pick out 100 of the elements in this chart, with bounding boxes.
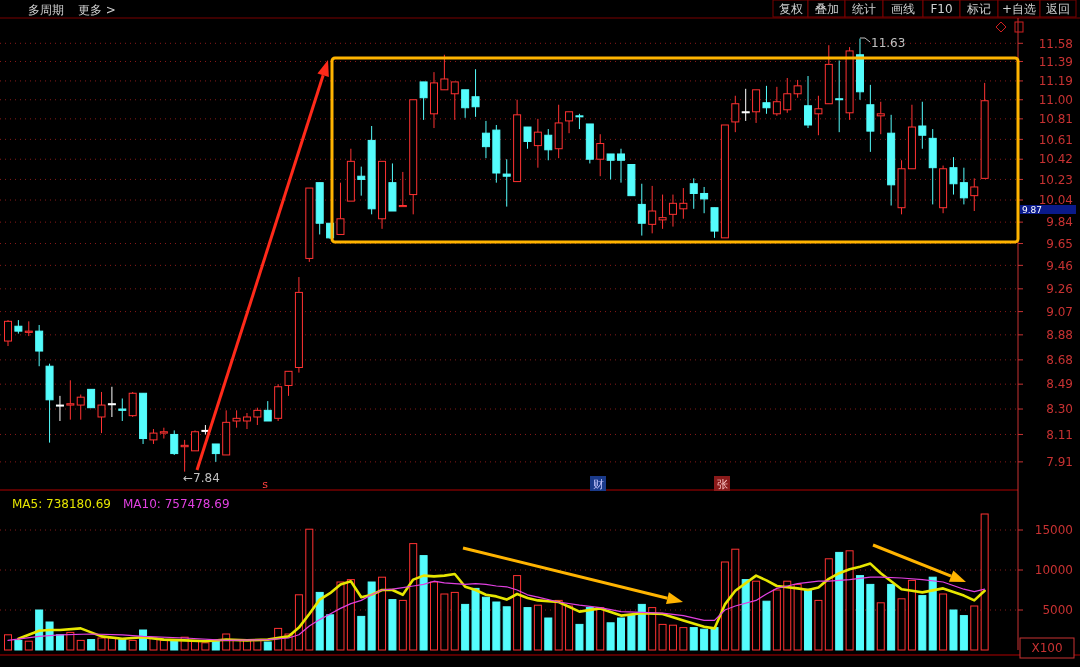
- candlestick: [398, 171, 407, 208]
- line-series: [7, 576, 986, 641]
- candlestick: [170, 429, 179, 456]
- candlestick: [752, 89, 761, 124]
- bar: [118, 639, 127, 651]
- candlestick: [606, 153, 615, 180]
- bar: [326, 614, 335, 651]
- text: MA10: 757478.69: [122, 497, 230, 512]
- y-tick-label: 11.19: [1038, 74, 1073, 89]
- y-tick-label: 9.84: [1046, 215, 1073, 230]
- candlestick: [55, 395, 64, 422]
- y-tick-label: 8.11: [1046, 427, 1073, 442]
- bar: [450, 591, 459, 651]
- bar: [471, 587, 480, 651]
- bar: [731, 548, 740, 651]
- candlestick: [949, 156, 958, 196]
- bar: [128, 639, 137, 651]
- bar: [845, 550, 854, 651]
- bar: [398, 599, 407, 651]
- candlestick: [87, 388, 96, 409]
- bar: [419, 555, 428, 651]
- candlestick: [918, 101, 927, 150]
- bar: [835, 551, 844, 651]
- bar: [24, 640, 33, 651]
- y-tick-label: 9.07: [1046, 304, 1073, 319]
- bar: [97, 637, 106, 651]
- bar: [565, 605, 574, 651]
- candlestick: [502, 158, 511, 208]
- bar: [294, 594, 303, 651]
- text: +自选: [1001, 2, 1037, 17]
- bar: [55, 634, 64, 651]
- candlestick: [741, 88, 750, 122]
- bar: [76, 639, 85, 651]
- candlestick: [242, 412, 251, 430]
- bar: [523, 607, 532, 651]
- bar: [876, 602, 885, 651]
- candlestick: [710, 207, 719, 239]
- text: 叠加: [814, 2, 839, 17]
- candlestick: [679, 187, 688, 220]
- bar: [970, 605, 979, 651]
- bar: [409, 543, 418, 651]
- y-tick-label: 15000: [1034, 523, 1073, 538]
- bar: [637, 603, 646, 651]
- text: 画线: [891, 2, 915, 17]
- bar: [107, 637, 116, 651]
- candlestick: [617, 148, 626, 184]
- candlestick: [357, 166, 366, 197]
- bar: [263, 641, 272, 651]
- bar: [596, 607, 605, 651]
- bar: [804, 588, 813, 651]
- bar: [897, 598, 906, 651]
- annotation: 财: [592, 477, 604, 491]
- candlestick: [814, 95, 823, 136]
- bar: [752, 580, 761, 651]
- text: 更多 >: [78, 3, 116, 18]
- text: F10: [930, 2, 953, 17]
- candlestick: [658, 194, 667, 230]
- bar: [648, 607, 657, 651]
- y-tick-label: 10000: [1034, 563, 1073, 578]
- bar: [357, 615, 366, 651]
- y-tick-label: 10.23: [1038, 172, 1073, 187]
- bar: [170, 639, 179, 651]
- y-tick-label: 10.81: [1038, 112, 1073, 127]
- bar: [887, 583, 896, 651]
- candlestick: [180, 439, 189, 473]
- bar: [668, 624, 677, 651]
- candlestick: [637, 183, 646, 237]
- bar: [513, 575, 522, 651]
- candlestick: [471, 68, 480, 118]
- text: 9.87: [1022, 204, 1043, 215]
- bar: [907, 579, 916, 651]
- candlestick: [450, 81, 459, 121]
- bar: [814, 599, 823, 651]
- text: 复权: [778, 2, 803, 17]
- y-tick-label: 7.91: [1046, 455, 1073, 470]
- bar: [679, 627, 688, 651]
- bar: [824, 558, 833, 651]
- y-tick-label: 11.58: [1038, 36, 1073, 51]
- candlestick: [284, 370, 293, 397]
- bar: [627, 614, 636, 651]
- bar: [783, 580, 792, 651]
- text: X100: [1031, 641, 1063, 656]
- annotation: 11.63: [871, 36, 906, 51]
- bar: [315, 591, 324, 651]
- candlestick: [461, 89, 470, 119]
- y-tick-label: 9.26: [1046, 282, 1073, 297]
- candlestick: [970, 177, 979, 212]
- bar: [918, 595, 927, 651]
- text: 标记: [966, 2, 991, 17]
- bar: [232, 639, 241, 651]
- bar: [741, 579, 750, 651]
- y-tick-label: 9.65: [1046, 236, 1073, 251]
- y-tick-label: 10.42: [1038, 152, 1073, 167]
- line-series: [17, 562, 986, 643]
- bar: [211, 640, 220, 651]
- bar: [544, 617, 553, 651]
- bar: [762, 600, 771, 651]
- candlestick: [648, 185, 657, 234]
- candlestick: [783, 77, 792, 114]
- annotation: ←7.84: [183, 471, 220, 486]
